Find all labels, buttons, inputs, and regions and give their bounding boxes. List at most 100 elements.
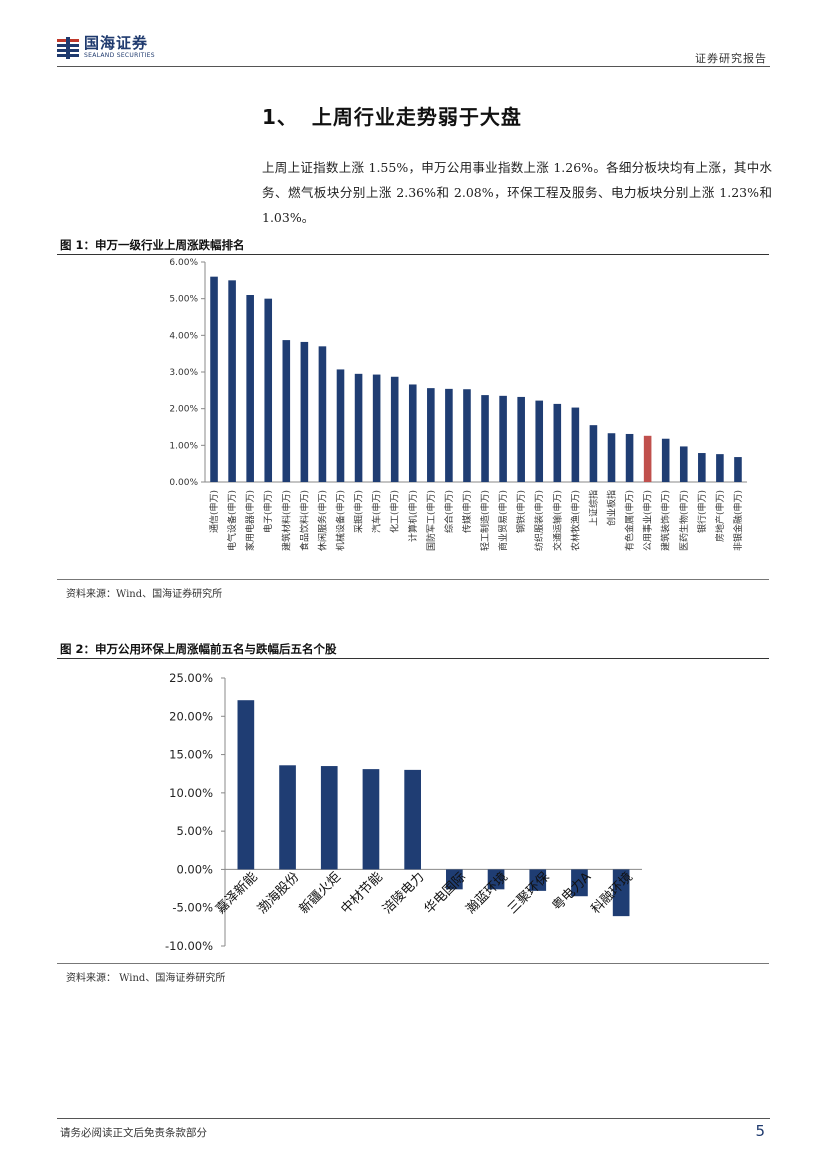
- chart1-bar: [734, 457, 742, 482]
- chart2-category-label: 三聚环保: [505, 870, 552, 917]
- disclaimer-note: 请务必阅读正文后免责条款部分: [60, 1127, 207, 1139]
- chart2-bar: [612, 869, 630, 917]
- chart1-bar: [625, 433, 634, 482]
- chart1-bar: [517, 396, 525, 482]
- chart1-category-label: 交通运输(申万): [551, 490, 563, 551]
- chart1-bar: [463, 389, 471, 482]
- chart1-bar: [643, 435, 652, 482]
- chart2-bar: [279, 765, 296, 870]
- chart1-bar: [553, 403, 562, 482]
- chart1-category-label: 电气设备(申万): [226, 490, 238, 551]
- chart1-y-tick-label: 4.00%: [169, 331, 198, 341]
- chart1-category-label: 医药生物(申万): [678, 490, 690, 551]
- figure1-source: 资料来源：Wind、国海证券研究所: [66, 589, 223, 600]
- chart2-category-label: 瀚蓝环境: [463, 870, 510, 917]
- chart2-bar: [404, 769, 421, 870]
- chart1-bar: [698, 453, 706, 482]
- chart2-y-tick-label: 0.00%: [176, 862, 213, 876]
- chart1-category-label: 非银金融(申万): [732, 490, 744, 551]
- chart1-bar: [535, 400, 544, 482]
- chart2-category-label: 华电国际: [422, 870, 469, 917]
- page-number: 5: [755, 1122, 765, 1140]
- chart2-bar: [446, 869, 463, 890]
- section-number: 1、: [262, 105, 298, 129]
- chart1-bar: [607, 433, 616, 482]
- chart2-y-tick-label: 25.00%: [169, 671, 213, 685]
- chart2-y-tick-label: 15.00%: [169, 748, 213, 762]
- chart2-bar: [237, 700, 255, 870]
- chart2-bar: [529, 869, 547, 891]
- chart2-category-label: 涪陵电力: [380, 870, 427, 917]
- chart1-category-label: 房地产(申万): [714, 490, 726, 542]
- chart1-y-tick-label: 5.00%: [169, 295, 198, 305]
- company-logo: 国海证券 SEALAND SECURITIES: [57, 36, 155, 59]
- chart1-bar: [390, 376, 399, 482]
- footer-divider: [57, 1118, 770, 1119]
- figure1-chart: 0.00% 1.00% 2.00% 3.00% 4.00% 5.00% 6.00% 通信(申万…: [169, 258, 747, 551]
- chart1-bar: [679, 446, 688, 482]
- chart1-category-label: 轻工制造(申万): [479, 490, 491, 551]
- chart1-bar: [336, 369, 345, 482]
- chart2-y-tick-label: 20.00%: [169, 709, 213, 723]
- chart1-bar: [661, 438, 670, 482]
- chart1-category-label: 电子(申万): [262, 490, 274, 533]
- chart1-bar: [481, 395, 489, 482]
- figure1-title: 图 1：申万一级行业上周涨跌幅排名: [60, 238, 245, 252]
- chart1-category-label: 钢铁(申万): [515, 490, 527, 533]
- chart1-category-label: 食品饮料(申万): [298, 490, 310, 551]
- chart1-y-tick-label: 1.00%: [169, 441, 198, 451]
- chart1-category-label: 传媒(申万): [461, 490, 473, 533]
- chart1-bar: [372, 374, 381, 482]
- chart1-category-label: 汽车(申万): [371, 490, 383, 533]
- chart1-category-label: 计算机(申万): [407, 490, 419, 542]
- chart2-category-label: 新疆火炬: [296, 869, 344, 917]
- chart1-category-label: 化工(申万): [389, 490, 401, 533]
- chart1-category-label: 机械设备(申万): [335, 490, 347, 551]
- document-type: 证券研究报告: [695, 52, 767, 65]
- logo-cn-text: 国海证券: [84, 34, 149, 52]
- chart1-category-label: 通信(申万): [208, 490, 220, 533]
- chart1-category-label: 纺织服装(申万): [533, 490, 545, 551]
- chart1-category-label: 采掘(申万): [353, 490, 365, 533]
- chart1-bar: [318, 346, 327, 482]
- chart1-y-tick-label: 0.00%: [169, 478, 198, 488]
- section-heading: 1、 上周行业走势弱于大盘: [262, 101, 522, 130]
- figure1-bottom-rule: [57, 579, 769, 580]
- logo-mark-icon: [57, 36, 79, 59]
- chart1-bar: [445, 388, 453, 482]
- chart1-bar: [282, 340, 291, 482]
- chart1-bar: [408, 384, 417, 482]
- chart1-bar: [427, 388, 435, 482]
- chart1-category-label: 有色金属(申万): [624, 490, 636, 551]
- chart1-bar: [246, 295, 254, 482]
- chart1-bar: [210, 276, 218, 482]
- chart1-y-tick-label: 2.00%: [169, 405, 198, 415]
- chart1-category-label: 商业贸易(申万): [497, 490, 509, 551]
- chart1-category-label: 公用事业(申万): [642, 490, 654, 551]
- chart2-bar: [320, 766, 338, 870]
- chart1-category-label: 休闲服务(申万): [316, 490, 328, 551]
- figure2-source: 资料来源： Wind、国海证券研究所: [66, 973, 226, 984]
- section-title-text: 上周行业走势弱于大盘: [311, 105, 522, 129]
- header-divider: [57, 66, 770, 67]
- page-header: 国海证券 SEALAND SECURITIES 证券研究报告: [0, 0, 827, 72]
- chart2-category-label: 嘉泽新能: [213, 869, 261, 917]
- chart1-category-label: 农林牧渔(申万): [569, 490, 581, 551]
- chart2-category-label: 渤海股份: [254, 869, 302, 917]
- chart2-y-tick-label: 5.00%: [176, 824, 213, 838]
- chart2-category-label: 中材节能: [338, 870, 385, 917]
- chart2-bar: [487, 869, 505, 890]
- chart1-category-label: 建筑装饰(申万): [660, 490, 672, 551]
- figure2-title: 图 2：申万公用环保上周涨幅前五名与跌幅后五名个股: [60, 642, 337, 656]
- figure2-top-rule: [57, 658, 769, 659]
- body-paragraph: 上周上证指数上涨 1.55%，申万公用事业指数上涨 1.26%。各细分板块均有上…: [262, 160, 772, 225]
- chart1-category-label: 创业板指: [606, 490, 618, 526]
- chart1-y-tick-label: 3.00%: [169, 368, 198, 378]
- chart2-y-tick-label: -5.00%: [172, 901, 213, 915]
- chart1-category-label: 综合(申万): [443, 490, 455, 533]
- logo-en-text: SEALAND SECURITIES: [84, 52, 155, 59]
- chart1-bar: [264, 298, 273, 482]
- chart2-y-tick-label: 10.00%: [169, 786, 213, 800]
- figure2-chart: -10.00% -5.00% 0.00% 5.00% 10.00% 15.00% 20.00…: [165, 671, 642, 953]
- chart1-y-tick-label: 6.00%: [169, 258, 198, 268]
